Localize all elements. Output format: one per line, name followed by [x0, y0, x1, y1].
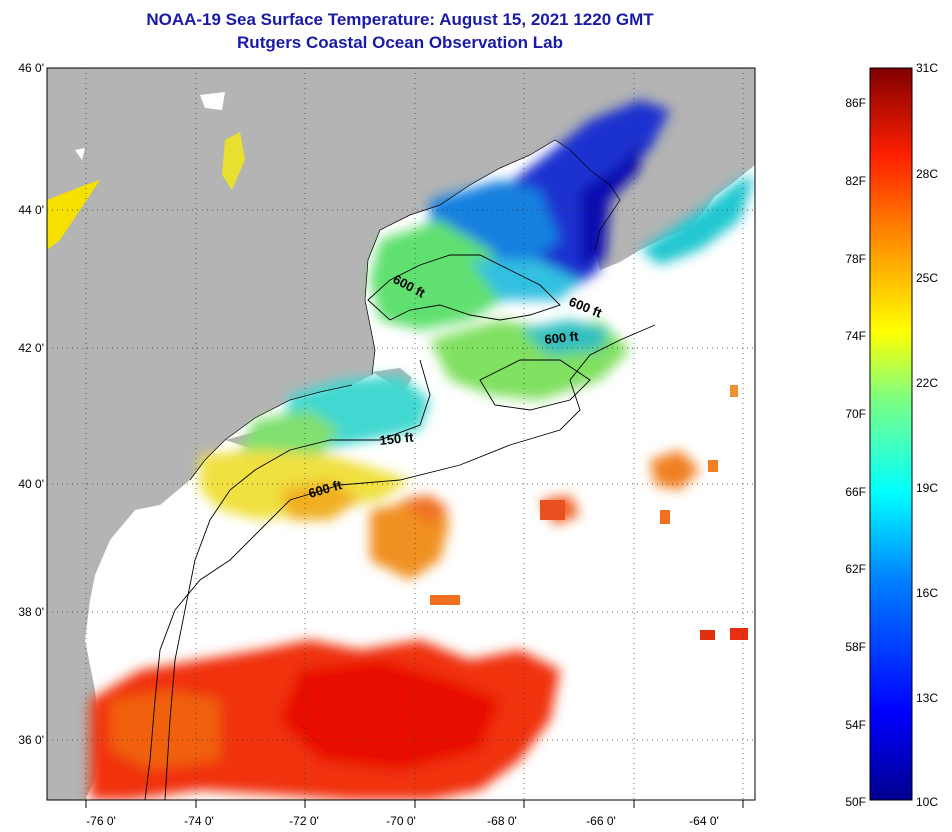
colorbar-label-c: 28C: [916, 167, 938, 181]
colorbar: [869, 67, 913, 801]
colorbar-label-c: 13C: [916, 691, 938, 705]
colorbar-label-f: 54F: [845, 718, 866, 732]
lon-label: -70 0': [386, 814, 416, 828]
contour-600ft-gulf-of-maine: [367, 254, 561, 321]
colorbar-label-c: 22C: [916, 376, 938, 390]
inland-lakes: [75, 92, 225, 160]
sst-specks: [430, 385, 748, 640]
colorbar-label-f: 58F: [845, 640, 866, 654]
graticule: [47, 68, 755, 800]
colorbar-label-f: 82F: [845, 174, 866, 188]
map-border: [46, 67, 756, 801]
colorbar-label-f: 74F: [845, 329, 866, 343]
colorbar-celsius-labels: 31C 28C 25C 22C 19C 16C 13C 10C: [916, 61, 938, 809]
colorbar-label-c: 10C: [916, 795, 938, 809]
colorbar-label-f: 70F: [845, 407, 866, 421]
colorbar-label-c: 19C: [916, 481, 938, 495]
lon-label: -68 0': [487, 814, 517, 828]
latitude-labels: 46 0' 44 0' 42 0' 40 0' 38 0' 36 0': [18, 61, 44, 747]
colorbar-label-f: 86F: [845, 96, 866, 110]
contour-label: 150 ft: [379, 429, 415, 448]
colorbar-label-f: 66F: [845, 485, 866, 499]
lon-label: -64 0': [689, 814, 719, 828]
inland-lakes-warm: [47, 132, 245, 250]
colorbar-label-f: 50F: [845, 795, 866, 809]
lat-label: 44 0': [18, 203, 44, 217]
land-mainland: [47, 68, 755, 800]
lat-label: 46 0': [18, 61, 44, 75]
contour-georges-bank: [479, 359, 591, 411]
longitude-labels: -76 0' -74 0' -72 0' -70 0' -68 0' -66 0…: [86, 814, 719, 828]
axis-ticks: [85, 800, 744, 808]
colorbar-label-f: 62F: [845, 562, 866, 576]
lon-label: -66 0': [586, 814, 616, 828]
colorbar-fahrenheit-labels: 86F 82F 78F 74F 70F 66F 62F 58F 54F 50F: [845, 96, 866, 809]
contour-150ft-shelf: [164, 359, 431, 800]
lon-label: -72 0': [289, 814, 319, 828]
lat-label: 40 0': [18, 477, 44, 491]
land-nova-scotia: [592, 68, 755, 270]
depth-contours: [144, 254, 656, 800]
colorbar-label-f: 78F: [845, 252, 866, 266]
colorbar-label-c: 25C: [916, 271, 938, 285]
lat-label: 42 0': [18, 341, 44, 355]
contour-600ft-shelf-edge: [144, 324, 656, 800]
coastline: [189, 139, 621, 481]
lat-label: 38 0': [18, 605, 44, 619]
lat-label: 36 0': [18, 733, 44, 747]
lon-label: -74 0': [184, 814, 214, 828]
colorbar-label-c: 31C: [916, 61, 938, 75]
map-subtitle: Rutgers Coastal Ocean Observation Lab: [237, 33, 563, 52]
map-title: NOAA-19 Sea Surface Temperature: August …: [146, 10, 654, 29]
contour-label: 600 ft: [544, 328, 580, 347]
colorbar-label-c: 16C: [916, 586, 938, 600]
lon-label: -76 0': [86, 814, 116, 828]
